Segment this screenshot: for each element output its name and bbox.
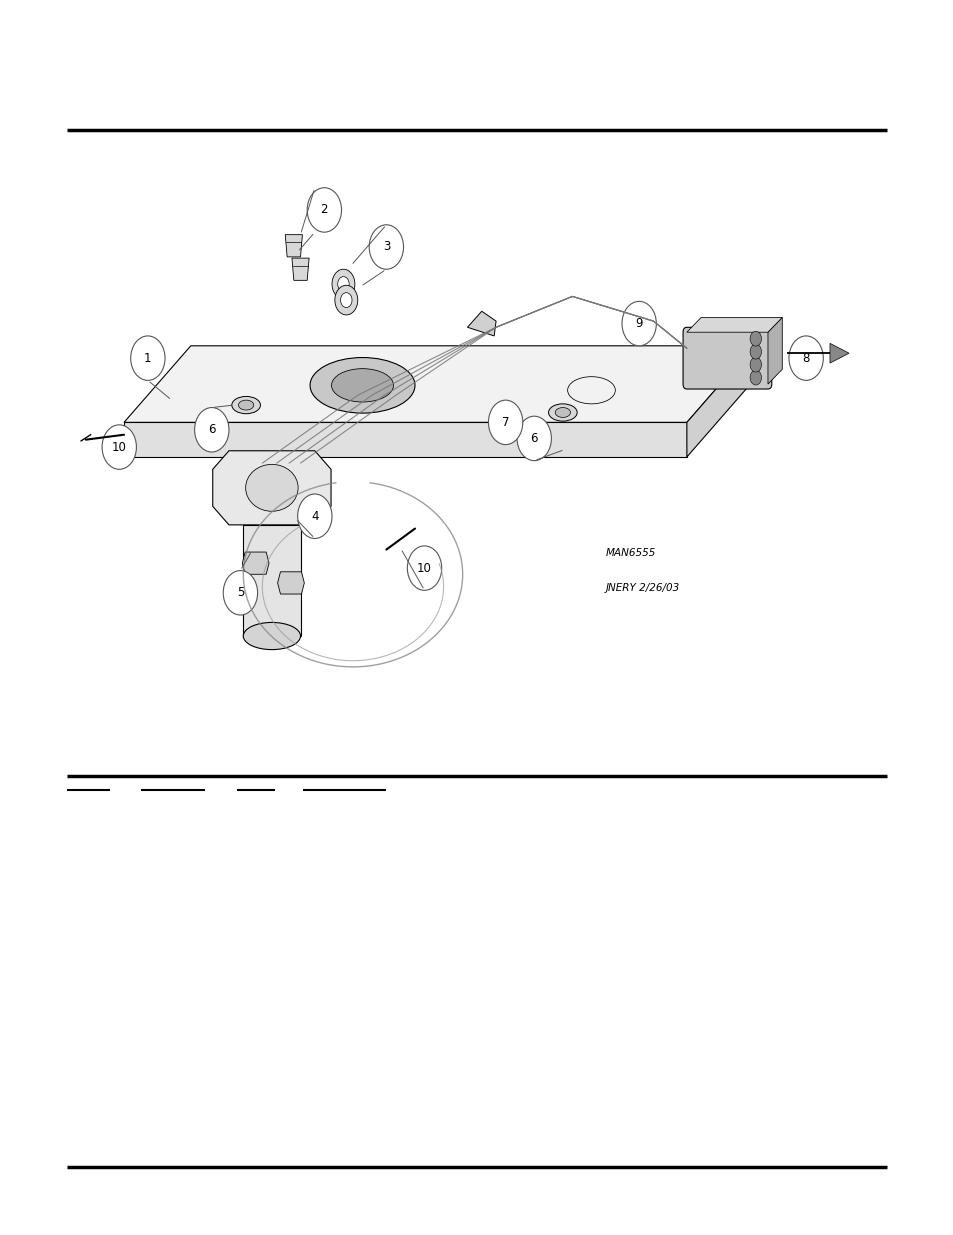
Circle shape bbox=[749, 370, 760, 385]
Circle shape bbox=[749, 357, 760, 372]
Ellipse shape bbox=[243, 622, 300, 650]
Circle shape bbox=[749, 331, 760, 346]
Circle shape bbox=[335, 285, 357, 315]
Polygon shape bbox=[243, 525, 300, 636]
Circle shape bbox=[102, 425, 136, 469]
Polygon shape bbox=[292, 258, 309, 280]
Circle shape bbox=[369, 225, 403, 269]
Polygon shape bbox=[767, 317, 781, 384]
Ellipse shape bbox=[548, 404, 577, 421]
Text: MAN6555: MAN6555 bbox=[605, 548, 656, 558]
Polygon shape bbox=[124, 346, 753, 422]
Polygon shape bbox=[467, 311, 496, 336]
Circle shape bbox=[621, 301, 656, 346]
Circle shape bbox=[337, 277, 349, 291]
Polygon shape bbox=[213, 451, 331, 525]
Circle shape bbox=[488, 400, 522, 445]
Polygon shape bbox=[829, 343, 848, 363]
Ellipse shape bbox=[555, 408, 570, 417]
Circle shape bbox=[788, 336, 822, 380]
Text: 7: 7 bbox=[501, 416, 509, 429]
Polygon shape bbox=[686, 346, 753, 457]
Ellipse shape bbox=[310, 358, 415, 414]
Ellipse shape bbox=[245, 464, 297, 511]
Text: 6: 6 bbox=[208, 424, 215, 436]
FancyBboxPatch shape bbox=[682, 327, 771, 389]
Ellipse shape bbox=[238, 400, 253, 410]
Circle shape bbox=[297, 494, 332, 538]
Circle shape bbox=[131, 336, 165, 380]
Circle shape bbox=[517, 416, 551, 461]
Circle shape bbox=[340, 293, 352, 308]
Circle shape bbox=[307, 188, 341, 232]
Polygon shape bbox=[277, 572, 304, 594]
Text: 6: 6 bbox=[530, 432, 537, 445]
Text: 9: 9 bbox=[635, 317, 642, 330]
Circle shape bbox=[749, 345, 760, 359]
Text: 1: 1 bbox=[144, 352, 152, 364]
Polygon shape bbox=[285, 235, 302, 257]
Ellipse shape bbox=[332, 369, 393, 403]
Polygon shape bbox=[242, 552, 269, 574]
Text: 3: 3 bbox=[382, 241, 390, 253]
Text: 2: 2 bbox=[320, 204, 328, 216]
Text: 8: 8 bbox=[801, 352, 809, 364]
Circle shape bbox=[332, 269, 355, 299]
Text: 5: 5 bbox=[236, 587, 244, 599]
Text: JNERY 2/26/03: JNERY 2/26/03 bbox=[605, 583, 679, 593]
Text: 4: 4 bbox=[311, 510, 318, 522]
Text: 10: 10 bbox=[112, 441, 127, 453]
Text: 10: 10 bbox=[416, 562, 432, 574]
Polygon shape bbox=[686, 317, 781, 332]
Circle shape bbox=[194, 408, 229, 452]
Circle shape bbox=[223, 571, 257, 615]
Ellipse shape bbox=[232, 396, 260, 414]
Polygon shape bbox=[124, 422, 686, 457]
Circle shape bbox=[407, 546, 441, 590]
